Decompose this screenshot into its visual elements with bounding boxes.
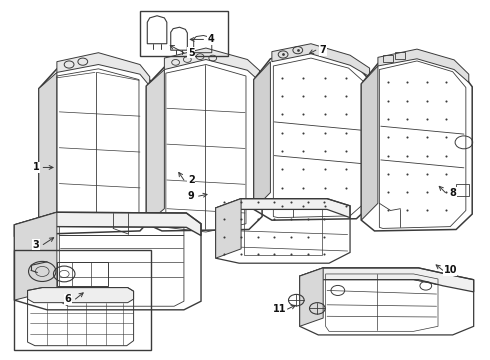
Polygon shape: [164, 48, 260, 81]
Text: 5: 5: [188, 48, 195, 58]
Polygon shape: [272, 44, 369, 77]
Text: 6: 6: [65, 294, 72, 304]
Polygon shape: [378, 49, 469, 82]
Polygon shape: [57, 53, 150, 86]
Text: 9: 9: [188, 191, 195, 201]
Text: 10: 10: [443, 265, 457, 275]
Polygon shape: [14, 212, 57, 300]
Text: 7: 7: [320, 45, 326, 55]
Text: 3: 3: [32, 239, 39, 249]
Polygon shape: [147, 69, 164, 224]
Polygon shape: [300, 268, 323, 326]
Polygon shape: [254, 62, 270, 210]
Polygon shape: [216, 199, 241, 258]
Polygon shape: [361, 66, 378, 220]
Text: 8: 8: [449, 188, 456, 198]
Polygon shape: [27, 288, 134, 303]
Polygon shape: [300, 268, 474, 292]
Polygon shape: [216, 199, 350, 220]
Polygon shape: [14, 212, 201, 237]
Polygon shape: [39, 72, 57, 228]
Text: 4: 4: [207, 35, 214, 44]
Text: 11: 11: [273, 304, 287, 314]
Text: 1: 1: [32, 162, 39, 172]
Text: 2: 2: [188, 175, 195, 185]
